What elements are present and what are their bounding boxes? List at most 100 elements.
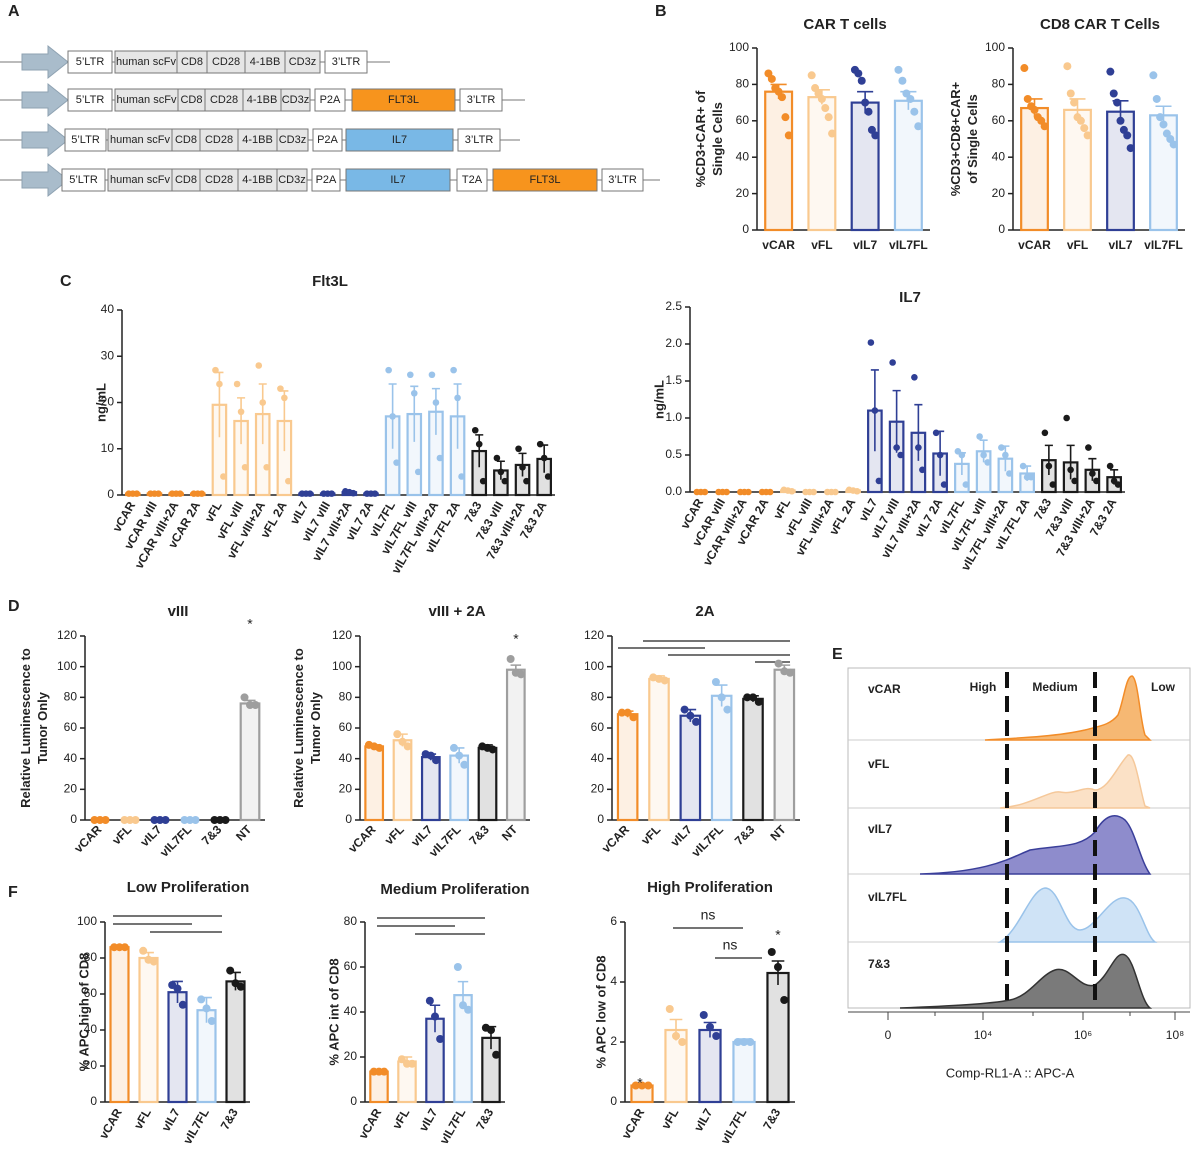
segment-label: 5’LTR: [71, 134, 100, 146]
bar: [364, 745, 385, 822]
y-axis-label: Relative Luminescence to: [291, 648, 306, 808]
x-tick-label: vIL7FL: [1144, 238, 1183, 252]
data-point: [436, 454, 444, 462]
y-tick-label: 60: [64, 720, 78, 734]
x-tick-label: vFL: [659, 1106, 682, 1131]
data-point: [459, 1001, 467, 1010]
y-tick-label: 100: [57, 659, 77, 673]
y-tick-label: 0: [345, 812, 352, 826]
segment-label: IL7: [392, 134, 407, 146]
data-point: [1089, 470, 1096, 477]
segment-label: CD28: [205, 174, 233, 186]
promoter-arrow: [21, 44, 69, 80]
bar: [710, 694, 733, 822]
data-point: [976, 433, 983, 440]
y-tick-label: 20: [339, 782, 353, 796]
data-point: [414, 468, 422, 476]
data-point: [906, 94, 915, 103]
data-point: [1006, 470, 1013, 477]
segment-label: human scFv: [116, 56, 176, 68]
data-point: [1169, 140, 1178, 149]
x-tick-label: vFL: [382, 822, 407, 847]
data-point: [745, 488, 752, 496]
segment-label: CD3z: [282, 94, 310, 106]
data-point: [807, 71, 816, 80]
data-point: [1159, 120, 1168, 129]
data-point: [186, 816, 194, 824]
data-point: [1049, 481, 1057, 488]
data-point: [1156, 113, 1165, 122]
data-point: [306, 490, 314, 497]
data-point: [449, 743, 458, 752]
data-point: [699, 1011, 708, 1019]
segment-label: CD3z: [278, 174, 306, 186]
construct-segment: [456, 168, 488, 192]
x-tick-label: vFL: [638, 822, 663, 847]
data-point: [207, 1017, 216, 1025]
data-point: [517, 670, 526, 679]
bar: [616, 713, 639, 822]
data-point: [1019, 462, 1027, 470]
chart-title: 2A: [695, 603, 714, 620]
x-tick-label: 7&3: [466, 822, 492, 848]
data-point: [408, 1059, 417, 1068]
data-point: [894, 65, 903, 74]
data-point: [101, 816, 110, 824]
data-point: [1067, 466, 1074, 474]
data-point: [1002, 451, 1009, 459]
segment-label: CD28: [205, 134, 233, 146]
sample-label: vFL: [868, 757, 889, 771]
y-tick-label: 100: [729, 40, 749, 54]
y-tick-label: 1.5: [665, 373, 682, 387]
y-tick-label: 20: [84, 1058, 98, 1072]
segment-label: FLT3L: [530, 174, 561, 186]
promoter-arrow: [21, 162, 69, 198]
y-tick-label: 80: [591, 690, 605, 704]
data-point: [786, 668, 795, 677]
x-tick-label: vIL7: [159, 1106, 183, 1134]
x-tick-label: 7&3: [473, 1106, 496, 1132]
construct-segment: [311, 168, 341, 192]
data-point: [680, 705, 689, 714]
data-point: [180, 816, 189, 824]
data-point: [1063, 62, 1072, 71]
construct-segment: [345, 128, 454, 152]
construct-segment: [61, 168, 106, 192]
y-tick-label: 40: [591, 751, 605, 765]
bar: [477, 746, 498, 822]
data-point: [236, 982, 245, 991]
data-point: [540, 454, 548, 462]
data-point: [631, 1081, 640, 1090]
construct-segment: [457, 128, 501, 152]
error-bar: [979, 439, 988, 463]
data-point: [263, 463, 270, 471]
data-point: [1113, 98, 1122, 107]
data-point: [156, 816, 164, 824]
data-point: [784, 131, 793, 140]
y-tick-label: 60: [344, 959, 358, 973]
data-point: [488, 745, 497, 754]
data-point: [389, 413, 396, 420]
panel-label: E: [832, 646, 843, 663]
data-point: [131, 816, 140, 824]
bar: [420, 756, 441, 822]
y-tick-label: 60: [736, 113, 750, 127]
data-point: [281, 394, 288, 402]
y-tick-label: 40: [339, 751, 353, 765]
segment-label: 3’LTR: [332, 56, 361, 68]
data-point: [1109, 89, 1118, 98]
data-point: [464, 1005, 473, 1014]
promoter-arrow: [21, 122, 69, 158]
segment-label: CD8: [180, 94, 202, 106]
segment-label: T2A: [462, 174, 483, 186]
data-point: [233, 380, 241, 388]
y-tick-label: 0: [350, 1094, 357, 1108]
data-point: [821, 104, 830, 113]
segment-label: 3’LTR: [467, 94, 496, 106]
data-point: [471, 426, 479, 434]
y-tick-label: 80: [992, 77, 1006, 91]
x-axis-label: Comp-RL1-A :: APC-A: [946, 1065, 1075, 1080]
annotation: ns: [701, 907, 716, 923]
x-tick-label: NT: [233, 822, 255, 844]
data-point: [216, 816, 224, 824]
